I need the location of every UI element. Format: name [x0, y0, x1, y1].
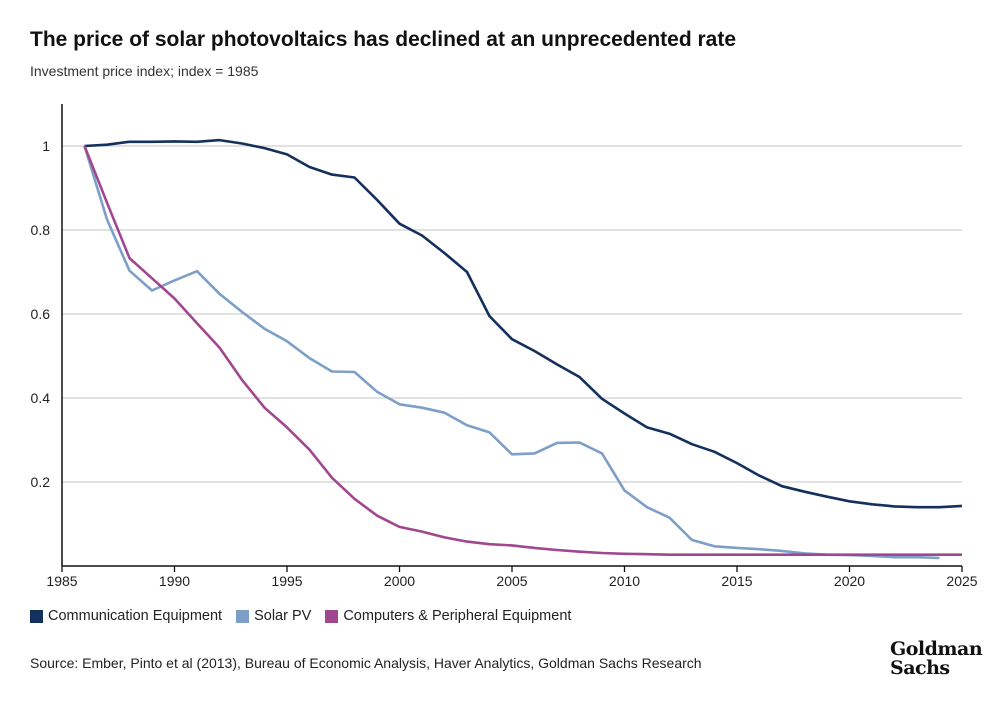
logo-line-2: Sachs: [890, 657, 950, 679]
legend-swatch: [325, 609, 339, 623]
legend-swatch: [236, 609, 250, 623]
chart-subtitle: Investment price index; index = 1985: [30, 63, 259, 79]
x-tick-label: 2025: [946, 573, 977, 589]
x-tick-label: 2005: [496, 573, 527, 589]
legend-item: Communication Equipment: [30, 608, 222, 624]
x-tick-label: 2000: [384, 573, 415, 589]
series-line-computers-peripheral-equipment: [83, 145, 962, 557]
legend-item: Solar PV: [236, 608, 311, 624]
y-tick-label: 1: [42, 138, 50, 154]
x-tick-label: 1995: [271, 573, 302, 589]
y-tick-label: 0.8: [31, 222, 51, 238]
x-tick-label: 1990: [159, 573, 190, 589]
legend-label: Solar PV: [254, 608, 312, 624]
x-tick-label: 2010: [609, 573, 640, 589]
source-note: Source: Ember, Pinto et al (2013), Burea…: [30, 655, 702, 671]
x-tick-label: 1985: [46, 573, 77, 589]
legend-label: Computers & Peripheral Equipment: [343, 608, 572, 624]
y-tick-label: 0.6: [31, 306, 51, 322]
x-tick-label: 2020: [834, 573, 865, 589]
legend-label: Communication Equipment: [48, 608, 223, 624]
legend-swatch: [30, 609, 43, 623]
legend: Communication Equipment Solar PV Computers…: [30, 608, 571, 624]
series-line-communication-equipment: [84, 138, 963, 509]
chart-title: The price of solar photovoltaics has dec…: [30, 28, 737, 51]
series-line-solar-pv: [83, 145, 940, 560]
goldman-sachs-logo: Goldman Sachs: [890, 638, 983, 679]
x-tick-label: 2015: [721, 573, 752, 589]
y-tick-label: 0.4: [31, 390, 51, 406]
logo-line-1: Goldman: [890, 638, 983, 660]
legend-item: Computers & Peripheral Equipment: [325, 608, 571, 624]
y-tick-label: 0.2: [31, 474, 51, 490]
line-chart: 0.2 0.4 0.6 0.8 1 1985 1990 1995 2000 2005 2010 201…: [31, 104, 978, 589]
